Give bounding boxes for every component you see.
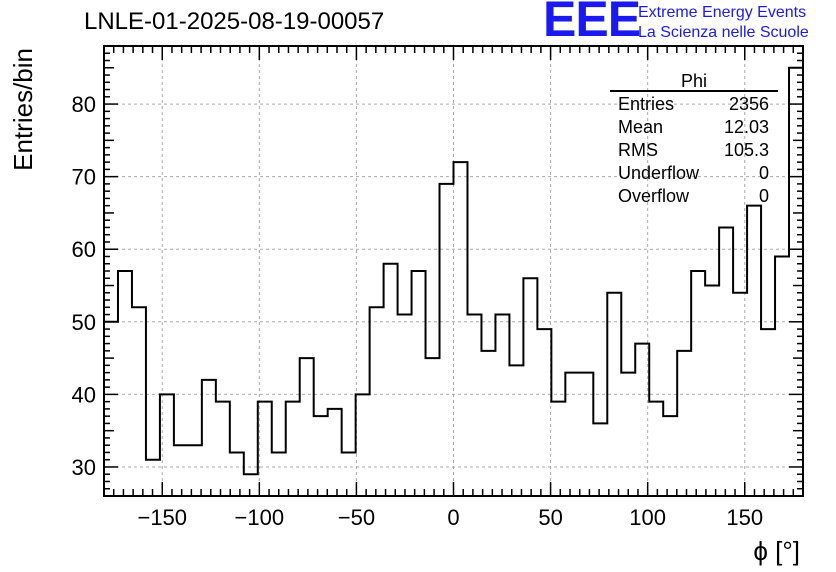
y-tick-label: 40 xyxy=(72,382,96,407)
logo-caption-line-2: La Scienza nelle Scuole xyxy=(638,24,809,41)
x-tick-label: −50 xyxy=(338,505,375,530)
histogram-line xyxy=(104,66,803,476)
stat-label: RMS xyxy=(618,140,658,160)
axis-layer: −150 −100 −50 0 50 100 150 30 40 50 60 70 80 xyxy=(72,45,803,530)
stat-value: 2356 xyxy=(729,94,769,114)
grid-layer xyxy=(104,46,803,496)
stat-label: Mean xyxy=(618,117,663,137)
x-tick-label: 50 xyxy=(538,505,562,530)
eee-logo: EEE xyxy=(543,0,641,47)
stats-box-title: Phi xyxy=(681,71,707,91)
x-axis-label: ϕ [°] xyxy=(753,536,800,566)
y-tick-label: 60 xyxy=(72,237,96,262)
x-tick-label: 100 xyxy=(629,505,666,530)
logo-caption-line-1: Extreme Energy Events xyxy=(638,4,807,21)
y-axis-label: Entries/bin xyxy=(8,48,38,171)
stat-label: Entries xyxy=(618,94,674,114)
x-tick-label: −100 xyxy=(235,505,285,530)
chart-title: LNLE-01-2025-08-19-00057 xyxy=(84,8,385,35)
x-tick-label: 150 xyxy=(726,505,763,530)
x-tick-label: −150 xyxy=(137,505,187,530)
stat-value: 0 xyxy=(759,163,769,183)
stat-value: 105.3 xyxy=(724,140,769,160)
y-tick-label: 70 xyxy=(72,165,96,190)
stat-value: 12.03 xyxy=(724,117,769,137)
y-tick-label: 30 xyxy=(72,455,96,480)
stats-box: Phi Entries 2356 Mean 12.03 RMS 105.3 Un… xyxy=(610,71,778,206)
stat-label: Underflow xyxy=(618,163,700,183)
x-tick-label: 0 xyxy=(447,505,459,530)
y-tick-label: 50 xyxy=(72,310,96,335)
stat-value: 0 xyxy=(759,186,769,206)
y-tick-label: 80 xyxy=(72,92,96,117)
stat-label: Overflow xyxy=(618,186,690,206)
